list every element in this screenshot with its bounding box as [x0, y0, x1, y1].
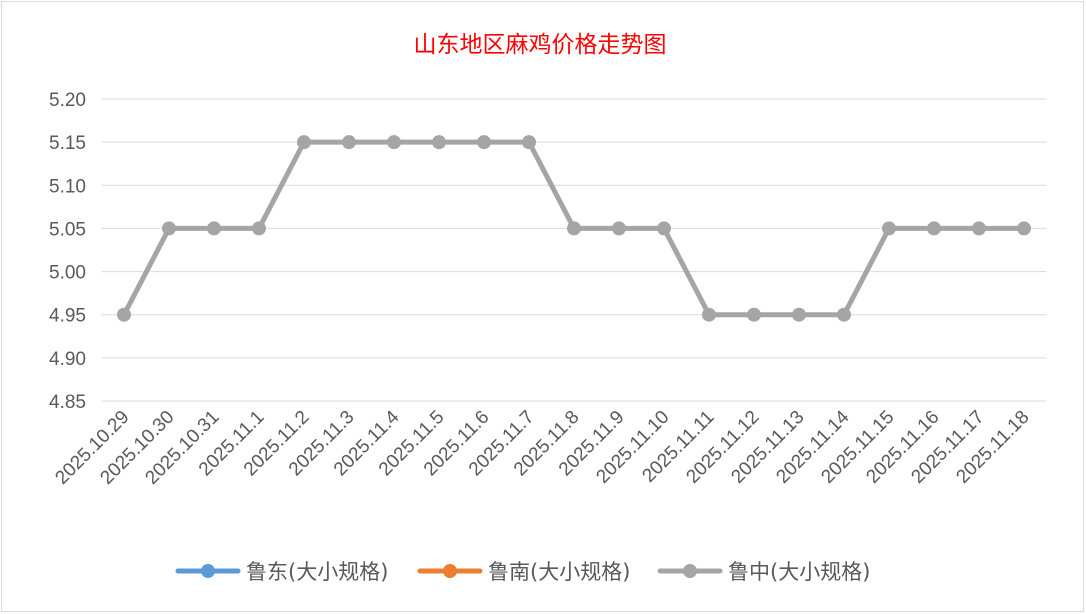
chart-title: 山东地区麻鸡价格走势图 — [414, 32, 667, 58]
legend-marker — [443, 564, 457, 578]
y-tick-label: 5.00 — [49, 263, 86, 284]
data-point — [567, 221, 581, 236]
data-point — [522, 135, 536, 150]
y-tick-label: 5.20 — [49, 90, 86, 111]
legend-label: 鲁东(大小规格) — [246, 560, 388, 584]
data-point — [207, 221, 221, 236]
data-point — [657, 221, 671, 236]
y-tick-label: 4.95 — [49, 306, 86, 327]
legend-label: 鲁中(大小规格) — [728, 560, 870, 584]
data-point — [252, 221, 266, 236]
legend-label: 鲁南(大小规格) — [488, 560, 630, 584]
data-point — [117, 307, 131, 322]
data-point — [477, 135, 491, 150]
y-tick-label: 5.15 — [49, 133, 86, 154]
y-tick-label: 4.90 — [49, 349, 86, 370]
legend-marker — [683, 564, 697, 578]
data-point — [792, 307, 806, 322]
y-tick-label: 4.85 — [49, 392, 86, 413]
data-point — [927, 221, 941, 236]
data-point — [612, 221, 626, 236]
data-point — [1017, 221, 1031, 236]
y-tick-label: 5.05 — [49, 219, 86, 240]
data-point — [882, 221, 896, 236]
data-point — [432, 135, 446, 150]
data-point — [972, 221, 986, 236]
y-tick-label: 5.10 — [49, 176, 86, 197]
data-point — [747, 307, 761, 322]
data-point — [702, 307, 716, 322]
data-point — [387, 135, 401, 150]
data-point — [837, 307, 851, 322]
data-point — [342, 135, 356, 150]
data-point — [162, 221, 176, 236]
data-point — [297, 135, 311, 150]
legend-marker — [201, 564, 215, 578]
